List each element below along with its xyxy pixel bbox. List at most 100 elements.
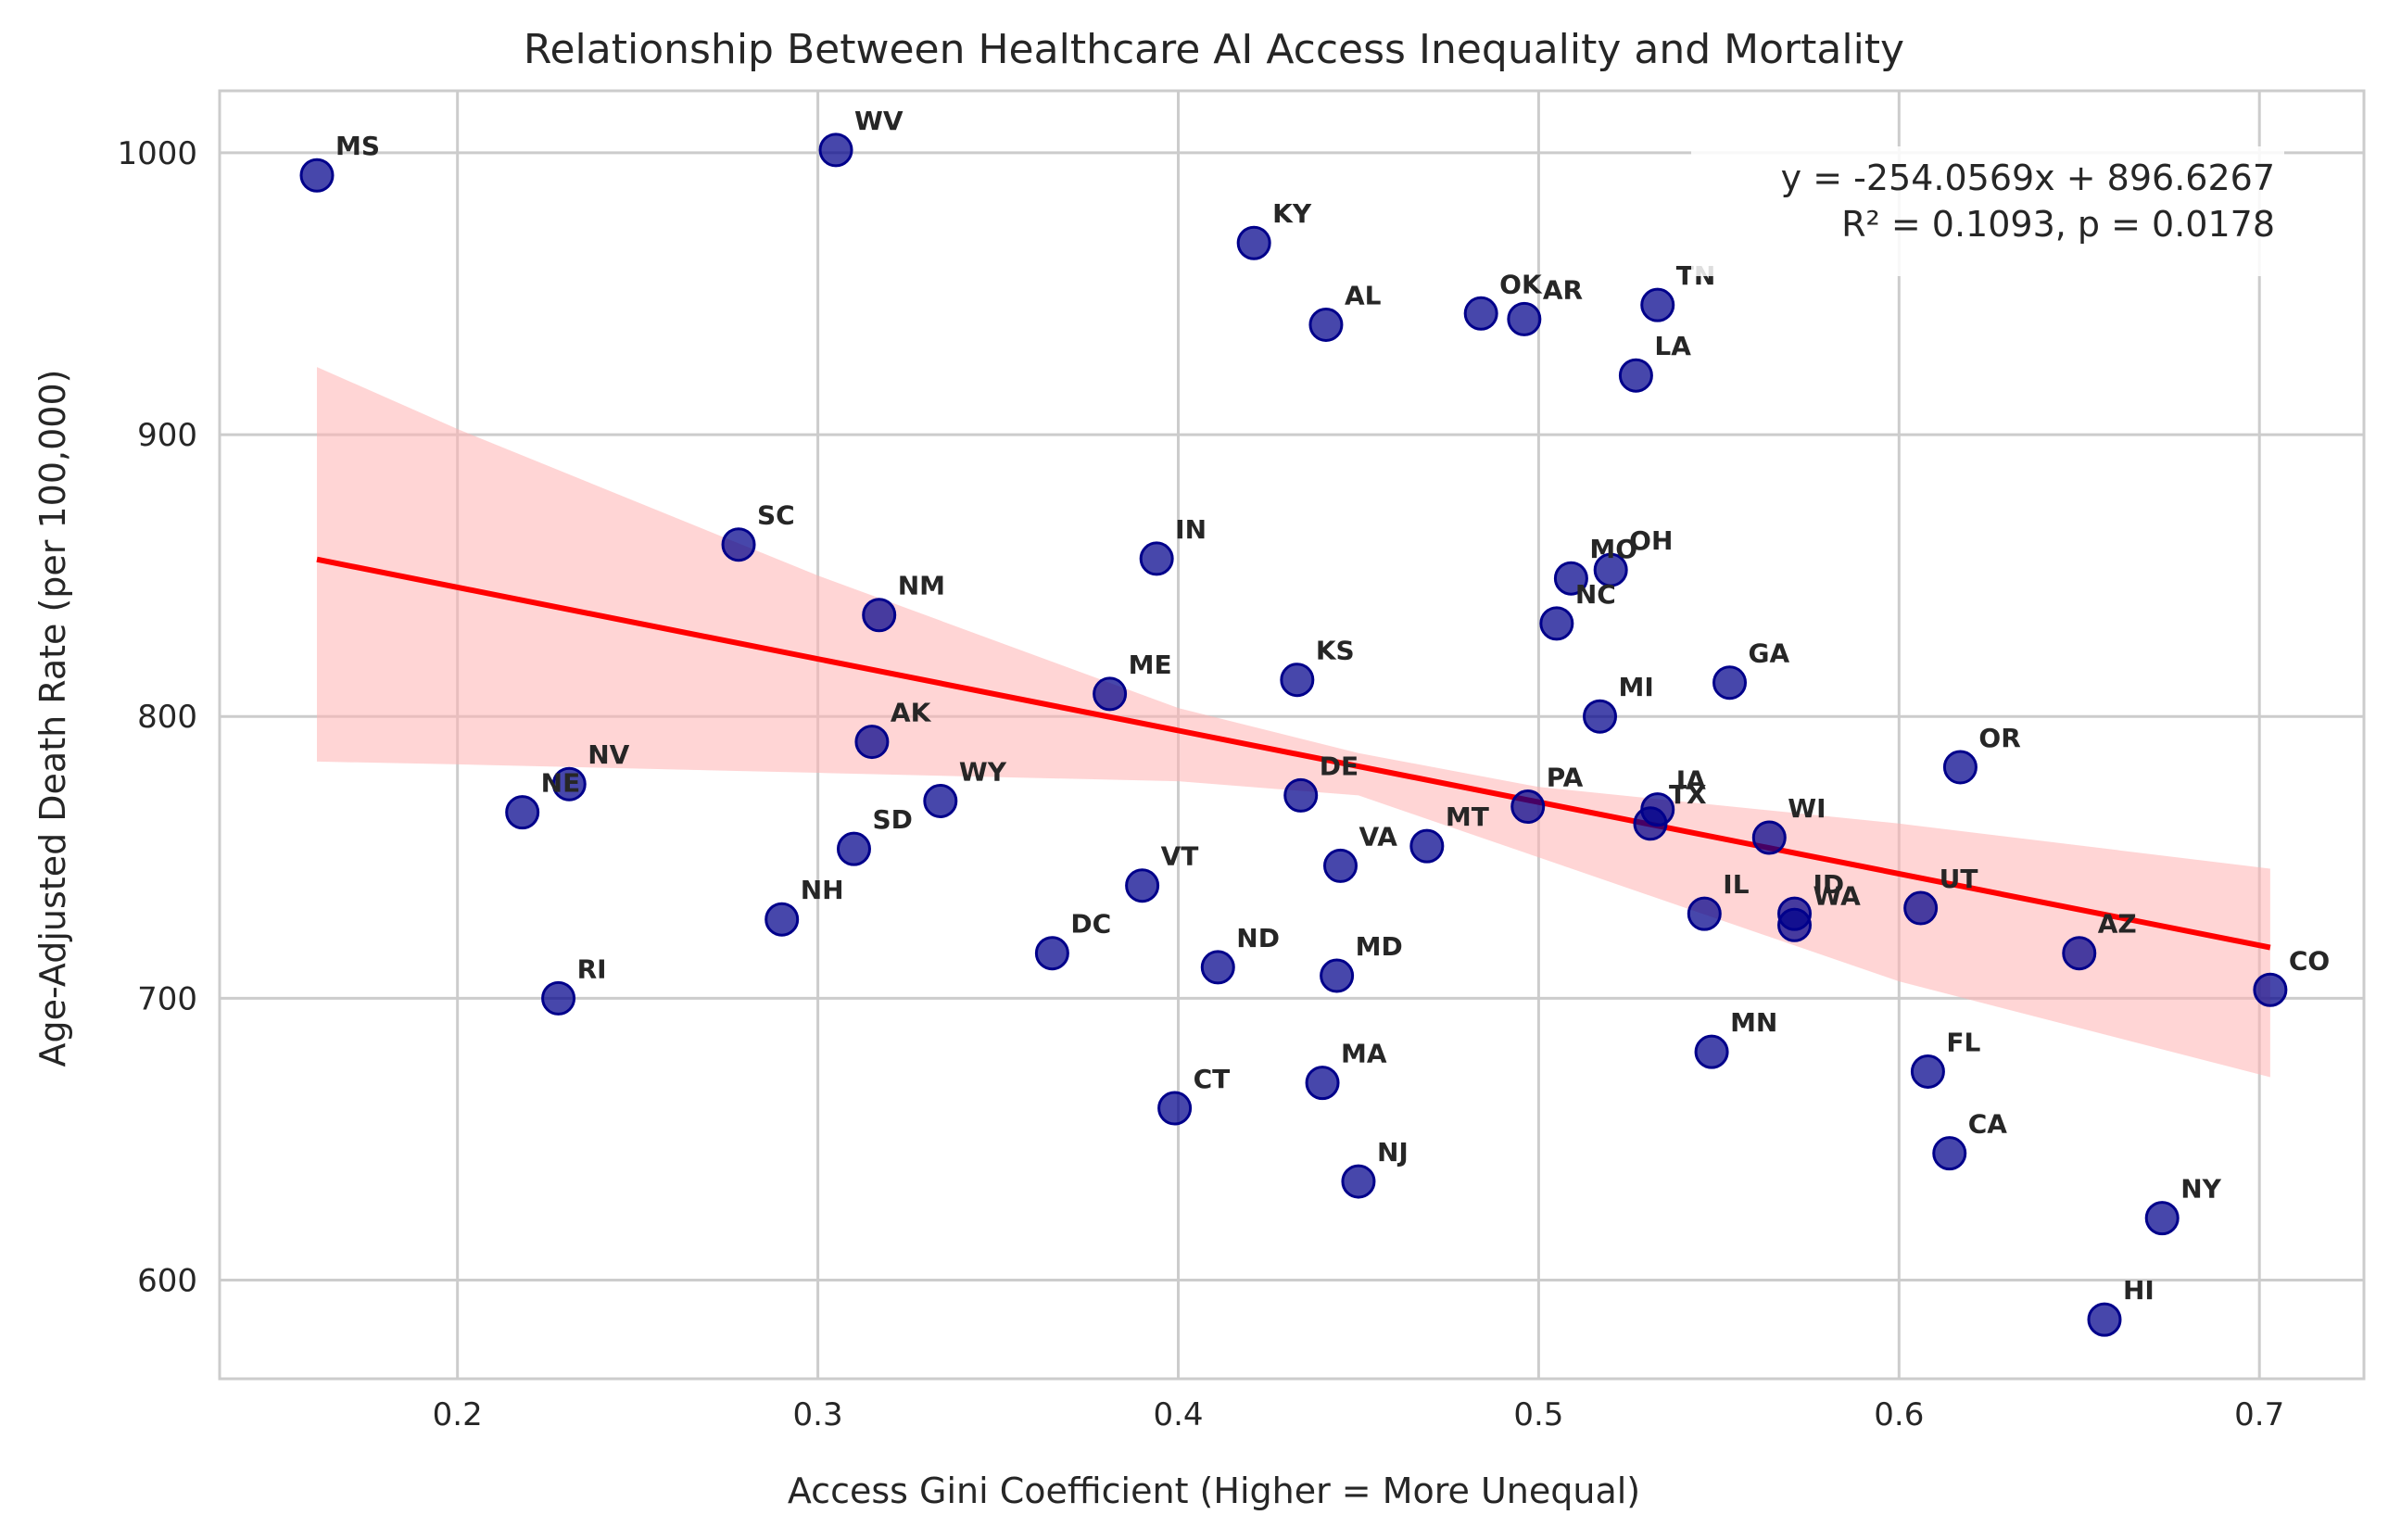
- tick-labels: 0.2 0.3 0.4 0.5 0.6 0.7 600 700 800 900 1000: [117, 135, 2284, 1433]
- x-axis-label: Access Gini Coefficient (Higher = More U…: [788, 1471, 1640, 1511]
- point-label: MI: [1619, 672, 1654, 702]
- point-label: UT: [1940, 864, 1978, 894]
- data-point: [1553, 561, 1588, 596]
- point-label: MT: [1446, 802, 1489, 832]
- point-label: OK: [1499, 269, 1543, 299]
- data-point: [1305, 1066, 1340, 1101]
- point-label: IN: [1175, 514, 1207, 545]
- annotation-equation: y = -254.0569x + 896.6267: [1781, 158, 2275, 198]
- data-point: [505, 795, 540, 830]
- confidence-band: [317, 367, 2270, 1078]
- x-tick-label: 0.6: [1874, 1396, 1924, 1433]
- y-axis-label: Age-Adjusted Death Rate (per 100,000): [32, 370, 73, 1067]
- data-point: [1236, 225, 1271, 260]
- point-label: DC: [1070, 909, 1111, 940]
- point-label: NH: [801, 875, 844, 905]
- point-label: IA: [1676, 765, 1706, 796]
- point-label: ME: [1129, 650, 1172, 680]
- data-point: [836, 831, 871, 866]
- data-point: [1280, 663, 1315, 698]
- y-tick-label: 900: [137, 417, 197, 454]
- data-point: [1093, 676, 1128, 712]
- point-label: CA: [1968, 1109, 2008, 1140]
- data-point: [1320, 958, 1355, 993]
- x-tick-label: 0.7: [2234, 1396, 2284, 1433]
- data-point: [1942, 750, 1978, 785]
- data-point: [551, 766, 587, 802]
- data-point: [1539, 606, 1574, 641]
- data-point: [862, 598, 897, 633]
- data-point: [2144, 1201, 2180, 1236]
- point-label: GA: [1749, 638, 1790, 669]
- confidence-band-group: [317, 367, 2270, 1078]
- data-point: [1507, 301, 1542, 336]
- regression-annotation: y = -254.0569x + 896.6267 R² = 0.1093, p…: [1691, 146, 2284, 276]
- data-point: [541, 980, 576, 1016]
- data-point: [1283, 777, 1319, 813]
- point-label: ND: [1236, 923, 1280, 953]
- data-point: [1583, 699, 1618, 734]
- y-tick-label: 800: [137, 699, 197, 736]
- point-label: WV: [854, 106, 904, 136]
- point-label: MD: [1356, 931, 1403, 962]
- point-label: MA: [1341, 1039, 1387, 1069]
- point-label: KY: [1272, 198, 1312, 229]
- y-tick-label: 600: [137, 1263, 197, 1300]
- data-point: [1139, 541, 1174, 576]
- point-label: MS: [335, 131, 380, 161]
- data-point: [299, 158, 335, 193]
- data-point: [1157, 1091, 1193, 1126]
- y-tick-label: 700: [137, 980, 197, 1017]
- data-point: [1777, 907, 1813, 942]
- data-point: [1308, 307, 1344, 342]
- point-label: KS: [1316, 636, 1355, 666]
- point-label: LA: [1654, 331, 1691, 361]
- data-point: [1640, 287, 1675, 322]
- point-label: PA: [1547, 763, 1584, 793]
- data-point: [1910, 1054, 1945, 1089]
- y-tick-label: 1000: [117, 135, 197, 172]
- data-point: [1932, 1136, 1967, 1171]
- x-tick-label: 0.3: [793, 1396, 843, 1433]
- point-label: AZ: [2098, 909, 2137, 940]
- data-point: [1903, 890, 1939, 926]
- regression-line-group: [316, 556, 2271, 951]
- regression-line: [316, 556, 2271, 951]
- point-label: CT: [1194, 1064, 1231, 1094]
- annotation-stats: R² = 0.1093, p = 0.0178: [1841, 204, 2275, 245]
- point-label: NJ: [1377, 1137, 1409, 1168]
- point-label: DE: [1320, 751, 1358, 781]
- data-point: [1633, 806, 1668, 841]
- point-label: ID: [1813, 869, 1845, 900]
- data-point: [1409, 828, 1445, 864]
- point-label: NY: [2180, 1174, 2221, 1205]
- data-point: [854, 725, 890, 760]
- point-label: NC: [1575, 579, 1616, 610]
- point-label: AK: [891, 698, 932, 728]
- data-point: [1687, 896, 1722, 931]
- data-point: [923, 783, 958, 818]
- data-point: [1200, 950, 1235, 985]
- point-label: NE: [541, 768, 581, 799]
- data-point: [1463, 296, 1498, 331]
- point-label: OR: [1978, 723, 2020, 753]
- data-point: [2087, 1302, 2122, 1337]
- point-label: NM: [898, 571, 945, 601]
- point-label: IL: [1723, 869, 1749, 900]
- data-points: [299, 133, 2288, 1337]
- data-point: [1341, 1164, 1376, 1199]
- chart-title: Relationship Between Healthcare AI Acces…: [524, 26, 1904, 73]
- point-label: VA: [1359, 821, 1398, 852]
- data-point: [1323, 848, 1358, 883]
- data-point: [1618, 358, 1653, 393]
- point-labels: MSWVKYALOKARTNLASCINNMMOOHNCKSMEGAMIAKOR…: [335, 106, 2330, 1306]
- data-point: [765, 902, 800, 937]
- axes-frame: [218, 89, 2366, 1381]
- point-label: VT: [1161, 841, 1199, 872]
- data-point: [721, 527, 756, 562]
- point-label: MO: [1589, 534, 1637, 564]
- point-label: FL: [1946, 1027, 1980, 1057]
- data-point: [1712, 665, 1748, 701]
- data-point: [1034, 936, 1069, 971]
